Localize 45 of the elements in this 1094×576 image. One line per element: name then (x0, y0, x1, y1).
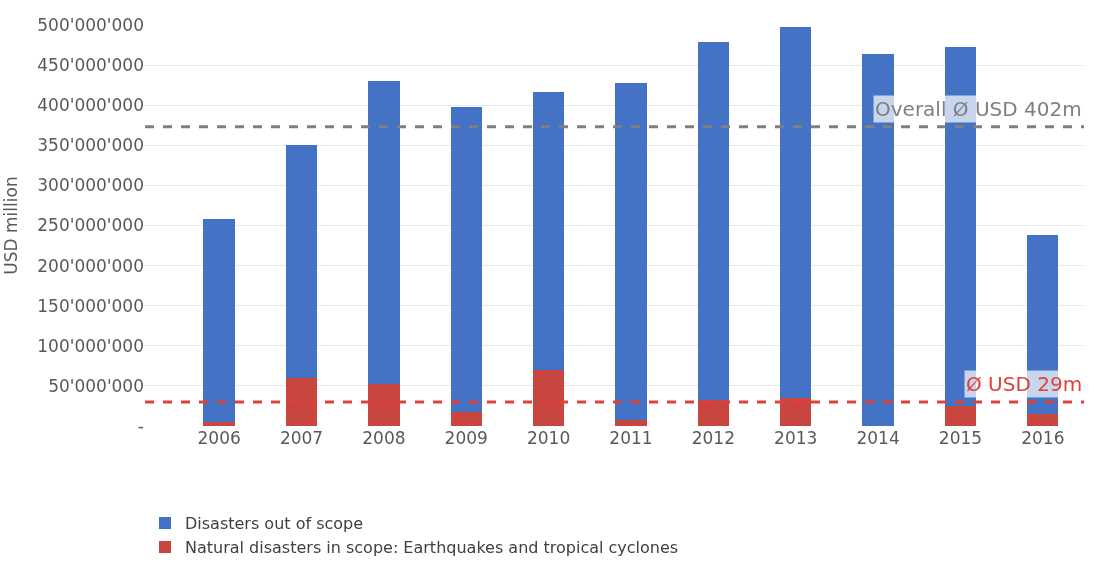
bar (368, 384, 400, 426)
ref-line-label: Overall Ø USD 402m (875, 97, 1082, 121)
y-tick-label: 500'000'000 (37, 14, 144, 35)
bar (944, 405, 977, 426)
bar (368, 81, 400, 385)
x-tick-label: 2011 (609, 428, 653, 448)
bar (697, 41, 729, 401)
bar (203, 421, 235, 426)
legend-label: Natural disasters in scope: Earthquakes and tropical cyclones (185, 538, 679, 558)
bar (285, 377, 318, 426)
bar (450, 411, 482, 426)
bar (285, 144, 318, 378)
x-tick-label: 2016 (1021, 428, 1065, 448)
bar (532, 92, 565, 370)
y-tick-label: 50'000'000 (48, 375, 144, 396)
x-tick-label: 2008 (362, 428, 406, 448)
y-tick-label: 100'000'000 (37, 335, 144, 356)
bar (697, 400, 729, 426)
y-tick-label: 350'000'000 (37, 135, 144, 156)
y-tick-label: - (137, 415, 144, 436)
y-tick-label: 300'000'000 (37, 175, 144, 196)
legend-label: Disasters out of scope (185, 514, 364, 534)
bar (532, 369, 565, 426)
bar (1027, 413, 1059, 426)
x-tick-label: 2013 (774, 428, 818, 448)
y-tick-label: 400'000'000 (37, 95, 144, 116)
bar (780, 27, 812, 398)
y-axis-title: USD million (0, 176, 21, 275)
y-tick-label: 200'000'000 (37, 255, 144, 276)
x-tick-label: 2006 (197, 428, 241, 448)
bar (615, 82, 647, 421)
bar (450, 106, 482, 412)
x-tick-label: 2010 (526, 428, 571, 448)
bar (203, 219, 235, 422)
ref-line-label: Ø USD 29m (966, 372, 1083, 396)
x-tick-label: 2014 (856, 428, 900, 448)
x-tick-label: 2012 (691, 428, 735, 448)
x-tick-label: 2009 (444, 428, 488, 448)
bar (780, 397, 812, 426)
y-tick-label: 250'000'000 (37, 215, 144, 236)
bar (615, 420, 647, 426)
y-tick-label: 450'000'000 (37, 55, 144, 76)
x-tick-label: 2007 (279, 428, 324, 448)
x-tick-label: 2015 (938, 428, 983, 448)
y-tick-label: 150'000'000 (37, 295, 144, 316)
